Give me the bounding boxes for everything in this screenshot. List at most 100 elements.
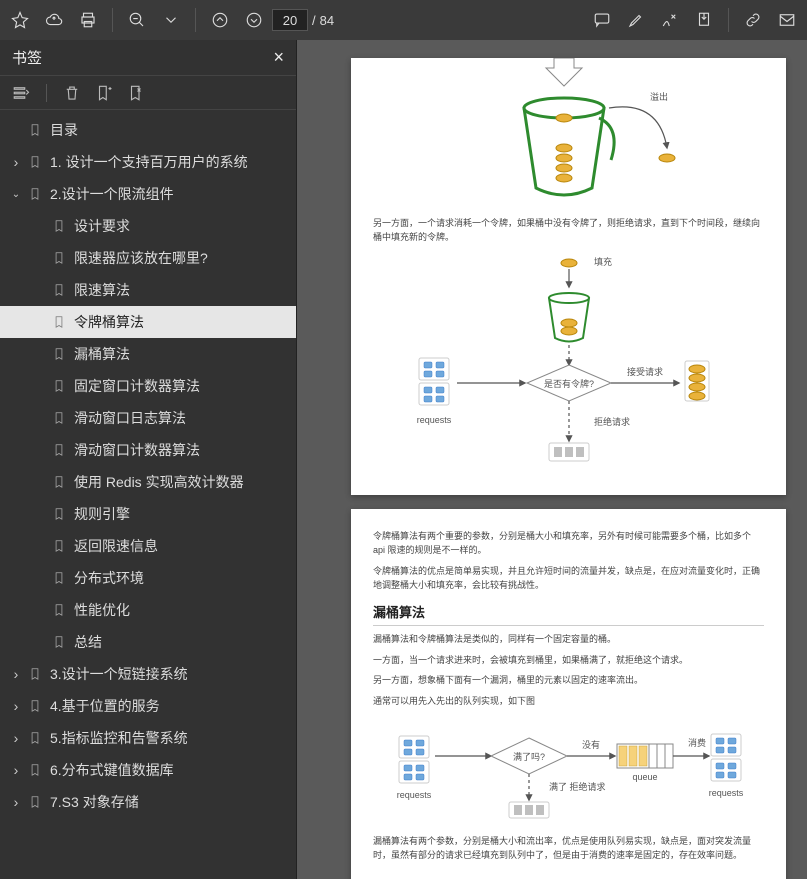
bookmark-label: 限速器应该放在哪里? [74, 248, 208, 268]
bookmark-label: 滑动窗口日志算法 [74, 408, 186, 428]
expand-icon[interactable]: › [8, 730, 24, 746]
sidebar-title: 书签 [12, 47, 42, 68]
paragraph: 一方面，当一个请求进来时，会被填充到桶里，如果桶满了，就拒绝这个请求。 [373, 653, 764, 667]
bookmark-item[interactable]: 令牌桶算法 [0, 306, 296, 338]
bookmark-item[interactable]: › 3.设计一个短链接系统 [0, 658, 296, 690]
svg-text:没有: 没有 [581, 739, 599, 750]
mail-icon[interactable] [771, 4, 803, 36]
page-current-input[interactable] [272, 9, 308, 31]
bookmark-item[interactable]: 性能优化 [0, 594, 296, 626]
pdf-page: 令牌桶算法有两个重要的参数，分别是桶大小和填充率，另外有时候可能需要多个桶，比如… [351, 509, 786, 879]
expand-icon[interactable]: › [8, 698, 24, 714]
bookmark-item[interactable]: ›6.分布式键值数据库 [0, 754, 296, 786]
bookmark-icon [28, 730, 42, 746]
twist-spacer [32, 410, 48, 426]
bookmark-label: 1. 设计一个支持百万用户的系统 [50, 152, 248, 172]
twist-spacer [32, 282, 48, 298]
find-bookmark-icon[interactable] [127, 84, 145, 102]
bookmark-tree: 目录 › 1. 设计一个支持百万用户的系统 ⌄ 2.设计一个限流组件设计要求限速器应该放… [0, 110, 296, 879]
pdf-page: 溢出 另一方面，一个请求消耗一个令牌，如果桶中没有令牌了，则拒绝请求，直到下个时… [351, 58, 786, 495]
link-icon[interactable] [737, 4, 769, 36]
sidebar-tools [0, 76, 296, 110]
sign-icon[interactable] [654, 4, 686, 36]
bookmark-item[interactable]: 滑动窗口计数器算法 [0, 434, 296, 466]
bookmark-label: 漏桶算法 [74, 344, 130, 364]
bookmarks-sidebar: 书签 × 目录 › 1. 设计一个支持百万用户的系统 ⌄ 2.设计一个限流组件设计要求限… [0, 40, 297, 879]
bookmark-item[interactable]: 总结 [0, 626, 296, 658]
bookmark-item[interactable]: ›4.基于位置的服务 [0, 690, 296, 722]
svg-text:填充: 填充 [594, 256, 612, 267]
bookmark-icon [52, 346, 66, 362]
svg-text:接受请求: 接受请求 [626, 366, 662, 377]
bookmark-label: 固定窗口计数器算法 [74, 376, 200, 396]
paragraph: 令牌桶算法的优点是简单易实现，并且允许短时间的流量并发，缺点是，在应对流量变化时… [373, 564, 764, 593]
bookmark-label: 使用 Redis 实现高效计数器 [74, 472, 244, 492]
comment-icon[interactable] [586, 4, 618, 36]
sidebar-header: 书签 × [0, 40, 296, 76]
twist-spacer [8, 122, 24, 138]
paragraph: 漏桶算法有两个参数，分别是桶大小和流出率，优点是使用队列易实现，缺点是，面对突发… [373, 834, 764, 863]
attach-icon[interactable] [688, 4, 720, 36]
bookmark-icon [52, 378, 66, 394]
bookmark-label: 分布式环境 [74, 568, 144, 588]
bookmark-label: 目录 [50, 120, 78, 140]
bookmark-icon [52, 634, 66, 650]
bookmark-item[interactable]: 固定窗口计数器算法 [0, 370, 296, 402]
twist-spacer [32, 634, 48, 650]
bookmark-label: 设计要求 [74, 216, 130, 236]
twist-spacer [32, 314, 48, 330]
bookmark-label: 滑动窗口计数器算法 [74, 440, 200, 460]
bookmark-label: 总结 [74, 632, 102, 652]
bookmark-icon [52, 602, 66, 618]
expand-icon[interactable]: › [8, 154, 24, 170]
page-down-icon[interactable] [238, 4, 270, 36]
expand-icon[interactable]: › [8, 762, 24, 778]
bookmark-item[interactable]: ›7.S3 对象存储 [0, 786, 296, 818]
bookmark-label: 5.指标监控和告警系统 [50, 728, 188, 748]
bookmark-icon [52, 474, 66, 490]
bookmark-icon [52, 570, 66, 586]
page-up-icon[interactable] [204, 4, 236, 36]
close-icon[interactable]: × [273, 47, 284, 68]
page-indicator: / 84 [272, 9, 334, 31]
paragraph: 另一方面，想象桶下面有一个漏洞，桶里的元素以固定的速率流出。 [373, 673, 764, 687]
print-icon[interactable] [72, 4, 104, 36]
highlight-icon[interactable] [620, 4, 652, 36]
bookmark-icon [52, 538, 66, 554]
delete-icon[interactable] [63, 84, 81, 102]
bookmark-item[interactable]: 返回限速信息 [0, 530, 296, 562]
expand-icon[interactable]: › [8, 666, 24, 682]
bookmark-item[interactable]: 目录 [0, 114, 296, 146]
bookmark-item[interactable]: › 1. 设计一个支持百万用户的系统 [0, 146, 296, 178]
bookmark-item[interactable]: 滑动窗口日志算法 [0, 402, 296, 434]
collapse-icon[interactable]: ⌄ [8, 186, 24, 202]
bookmark-label: 2.设计一个限流组件 [50, 184, 174, 204]
twist-spacer [32, 602, 48, 618]
bookmark-item[interactable]: ⌄ 2.设计一个限流组件 [0, 178, 296, 210]
bookmark-item[interactable]: 限速器应该放在哪里? [0, 242, 296, 274]
bookmark-item[interactable]: 规则引擎 [0, 498, 296, 530]
zoom-dropdown-icon[interactable] [155, 4, 187, 36]
paragraph: 通常可以用先入先出的队列实现，如下图 [373, 694, 764, 708]
new-bookmark-icon[interactable] [95, 84, 113, 102]
bookmark-icon [52, 442, 66, 458]
bookmark-item[interactable]: 使用 Redis 实现高效计数器 [0, 466, 296, 498]
bookmark-item[interactable]: 漏桶算法 [0, 338, 296, 370]
bookmark-item[interactable]: 设计要求 [0, 210, 296, 242]
bookmark-item[interactable]: 限速算法 [0, 274, 296, 306]
twist-spacer [32, 538, 48, 554]
cloud-upload-icon[interactable] [38, 4, 70, 36]
pdf-toolbar: / 84 [0, 0, 807, 40]
svg-text:是否有令牌?: 是否有令牌? [543, 378, 593, 389]
twist-spacer [32, 474, 48, 490]
bookmark-label: 3.设计一个短链接系统 [50, 664, 188, 684]
expand-icon[interactable]: › [8, 794, 24, 810]
bookmark-item[interactable]: 分布式环境 [0, 562, 296, 594]
star-icon[interactable] [4, 4, 36, 36]
options-icon[interactable] [12, 84, 30, 102]
zoom-out-icon[interactable] [121, 4, 153, 36]
document-pane[interactable]: 溢出 另一方面，一个请求消耗一个令牌，如果桶中没有令牌了，则拒绝请求，直到下个时… [297, 40, 807, 879]
bookmark-item[interactable]: › 5.指标监控和告警系统 [0, 722, 296, 754]
bookmark-icon [52, 314, 66, 330]
twist-spacer [32, 378, 48, 394]
